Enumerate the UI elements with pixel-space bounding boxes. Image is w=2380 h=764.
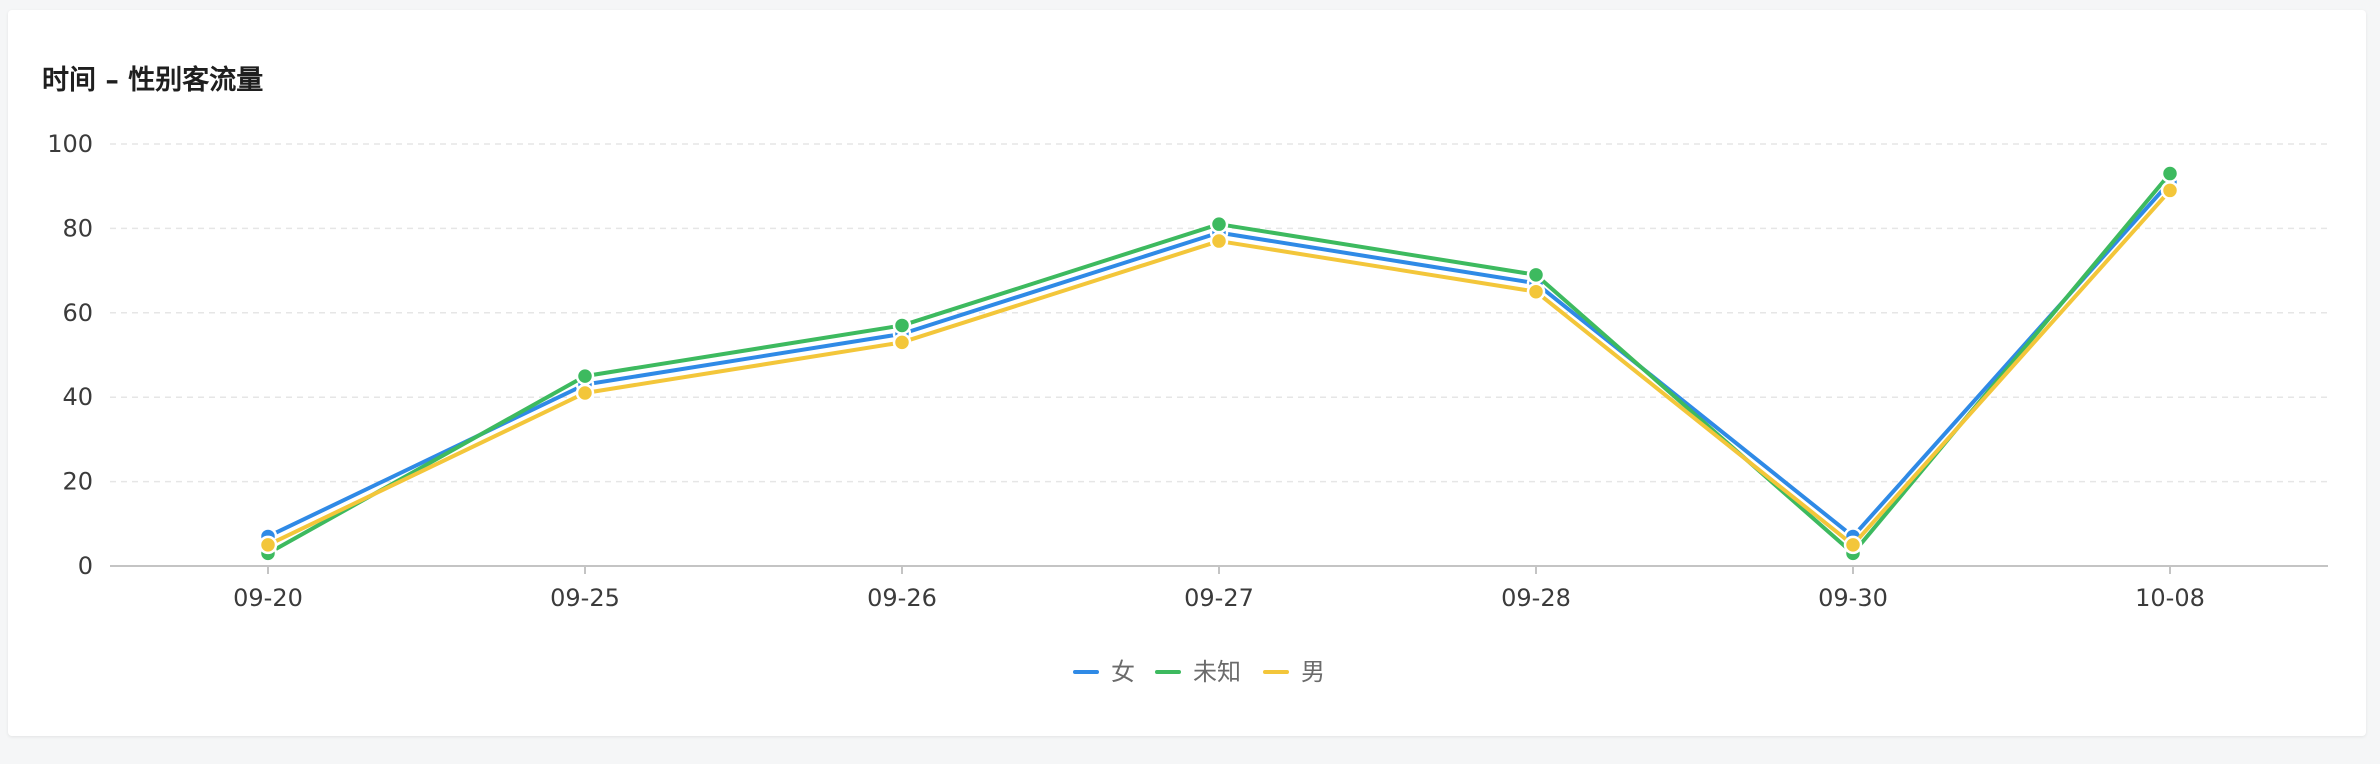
series-2 [258, 181, 2180, 555]
y-tick-label: 60 [62, 299, 93, 327]
data-point[interactable] [1526, 265, 1546, 285]
x-axis: 09-20 09-25 09-26 09-27 09-28 09-30 10-08 [110, 565, 2328, 612]
grid-lines [110, 143, 2328, 483]
y-tick-label: 20 [62, 468, 93, 496]
data-point[interactable] [2160, 164, 2180, 183]
data-point[interactable] [1843, 535, 1863, 555]
data-point[interactable] [1526, 282, 1546, 301]
data-point[interactable] [575, 366, 595, 386]
y-tick-label: 0 [78, 552, 93, 580]
data-point[interactable] [892, 316, 912, 335]
legend-item[interactable]: 女 [1073, 658, 1135, 686]
series-lines [258, 164, 2180, 563]
data-point[interactable] [1209, 214, 1229, 234]
data-point[interactable] [2160, 181, 2180, 200]
legend-item[interactable]: 男 [1263, 658, 1325, 686]
chart-title: 时间 – 性别客流量 [42, 65, 264, 96]
y-axis: 0 20 40 60 80 100 [47, 130, 93, 580]
legend-label: 女 [1111, 658, 1135, 686]
legend-label: 男 [1301, 658, 1325, 686]
x-tick-label: 09-27 [1184, 584, 1254, 612]
chart-card: 时间 – 性别客流量 [8, 10, 2366, 736]
x-tick-label: 09-20 [233, 584, 303, 612]
y-tick-label: 80 [62, 214, 93, 242]
x-tick-label: 09-25 [550, 584, 620, 612]
y-tick-label: 40 [62, 383, 93, 411]
x-tick-label: 09-30 [1818, 584, 1888, 612]
legend: 女 未知 男 [1073, 658, 1325, 686]
data-point[interactable] [258, 535, 278, 555]
data-point[interactable] [1209, 231, 1229, 251]
legend-label: 未知 [1193, 658, 1241, 686]
data-point[interactable] [892, 333, 912, 352]
x-tick-label: 10-08 [2135, 584, 2205, 612]
x-tick-label: 09-26 [867, 584, 937, 612]
data-point[interactable] [575, 383, 595, 403]
x-tick-label: 09-28 [1501, 584, 1571, 612]
y-tick-label: 100 [47, 130, 93, 158]
legend-item[interactable]: 未知 [1155, 658, 1241, 686]
